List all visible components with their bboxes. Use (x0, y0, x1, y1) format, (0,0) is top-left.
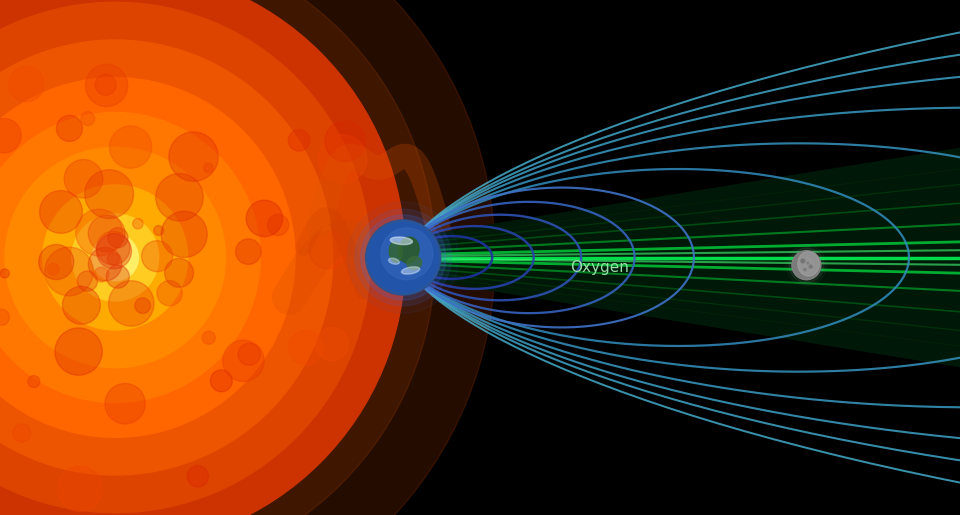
Circle shape (142, 241, 173, 272)
Circle shape (804, 268, 806, 271)
Circle shape (78, 271, 98, 291)
Circle shape (169, 132, 218, 181)
Circle shape (268, 214, 289, 235)
Circle shape (108, 228, 128, 248)
Circle shape (789, 248, 824, 283)
Circle shape (0, 269, 10, 278)
Circle shape (204, 163, 213, 173)
Circle shape (39, 191, 83, 233)
Ellipse shape (71, 252, 388, 323)
Circle shape (132, 218, 143, 229)
Circle shape (55, 328, 103, 375)
Circle shape (806, 262, 809, 265)
Circle shape (366, 220, 441, 295)
Circle shape (801, 259, 805, 264)
Circle shape (187, 466, 208, 487)
Circle shape (808, 265, 813, 269)
Circle shape (108, 253, 119, 265)
Circle shape (88, 247, 122, 281)
Circle shape (366, 220, 441, 295)
Circle shape (107, 265, 130, 288)
Circle shape (381, 228, 433, 280)
Circle shape (38, 245, 74, 280)
Ellipse shape (799, 258, 814, 273)
Circle shape (157, 281, 182, 306)
Circle shape (0, 0, 495, 515)
Circle shape (81, 112, 95, 126)
Circle shape (12, 424, 31, 442)
Circle shape (0, 309, 10, 325)
Circle shape (0, 78, 295, 437)
Ellipse shape (389, 242, 402, 262)
Circle shape (309, 231, 347, 269)
Circle shape (361, 215, 445, 300)
Ellipse shape (391, 237, 413, 245)
Circle shape (57, 115, 83, 142)
Circle shape (9, 66, 44, 102)
Ellipse shape (398, 237, 420, 263)
Circle shape (47, 263, 60, 275)
Circle shape (318, 135, 367, 183)
Ellipse shape (71, 192, 388, 263)
Circle shape (0, 40, 333, 475)
Circle shape (0, 0, 405, 515)
Circle shape (76, 209, 123, 256)
Circle shape (109, 126, 152, 168)
Circle shape (42, 185, 188, 330)
Circle shape (0, 58, 315, 457)
Ellipse shape (389, 258, 399, 264)
Circle shape (161, 211, 207, 258)
Circle shape (96, 234, 132, 269)
Circle shape (235, 239, 261, 264)
Ellipse shape (407, 256, 421, 270)
Circle shape (246, 200, 282, 237)
Ellipse shape (401, 267, 420, 274)
Ellipse shape (798, 251, 820, 276)
Circle shape (85, 64, 128, 107)
Circle shape (0, 0, 435, 515)
Circle shape (324, 121, 365, 161)
Circle shape (0, 112, 260, 403)
Circle shape (105, 384, 145, 424)
Circle shape (203, 331, 215, 344)
Polygon shape (421, 144, 960, 371)
Circle shape (355, 209, 451, 306)
Circle shape (95, 74, 116, 95)
Circle shape (223, 340, 264, 382)
Circle shape (92, 234, 138, 281)
Text: Oxygen: Oxygen (570, 260, 630, 276)
Circle shape (45, 247, 93, 296)
Circle shape (792, 251, 821, 280)
Circle shape (0, 0, 375, 515)
Circle shape (5, 147, 226, 368)
Circle shape (28, 375, 39, 387)
Circle shape (154, 226, 163, 235)
Circle shape (348, 202, 459, 313)
Circle shape (0, 2, 371, 513)
Circle shape (288, 130, 310, 151)
Circle shape (210, 370, 232, 392)
Circle shape (0, 118, 21, 153)
Circle shape (88, 215, 125, 252)
Ellipse shape (71, 217, 388, 298)
Circle shape (72, 214, 158, 301)
Circle shape (134, 298, 151, 314)
Circle shape (58, 467, 103, 511)
Circle shape (64, 160, 103, 198)
Circle shape (238, 343, 260, 366)
Circle shape (108, 281, 154, 326)
Circle shape (84, 169, 133, 218)
Circle shape (156, 174, 204, 221)
Circle shape (94, 267, 108, 282)
Circle shape (62, 286, 101, 324)
Circle shape (165, 259, 194, 287)
Circle shape (316, 328, 348, 360)
Circle shape (289, 330, 324, 365)
Circle shape (96, 231, 130, 265)
